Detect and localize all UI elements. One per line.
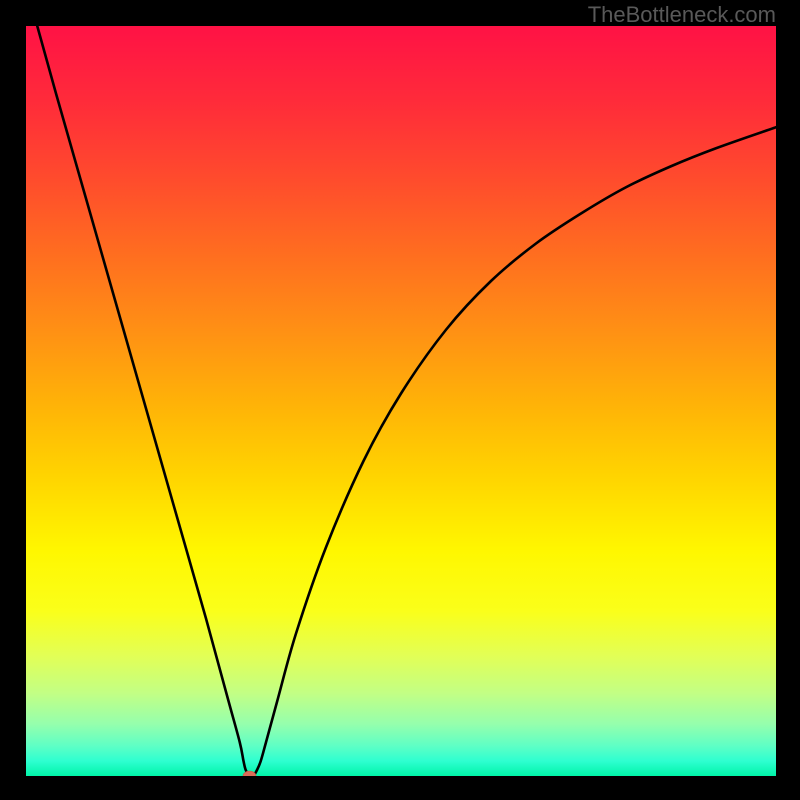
watermark-text: TheBottleneck.com <box>588 2 776 28</box>
chart-svg <box>26 26 776 776</box>
chart-background <box>26 26 776 776</box>
chart-plot-area <box>26 26 776 776</box>
